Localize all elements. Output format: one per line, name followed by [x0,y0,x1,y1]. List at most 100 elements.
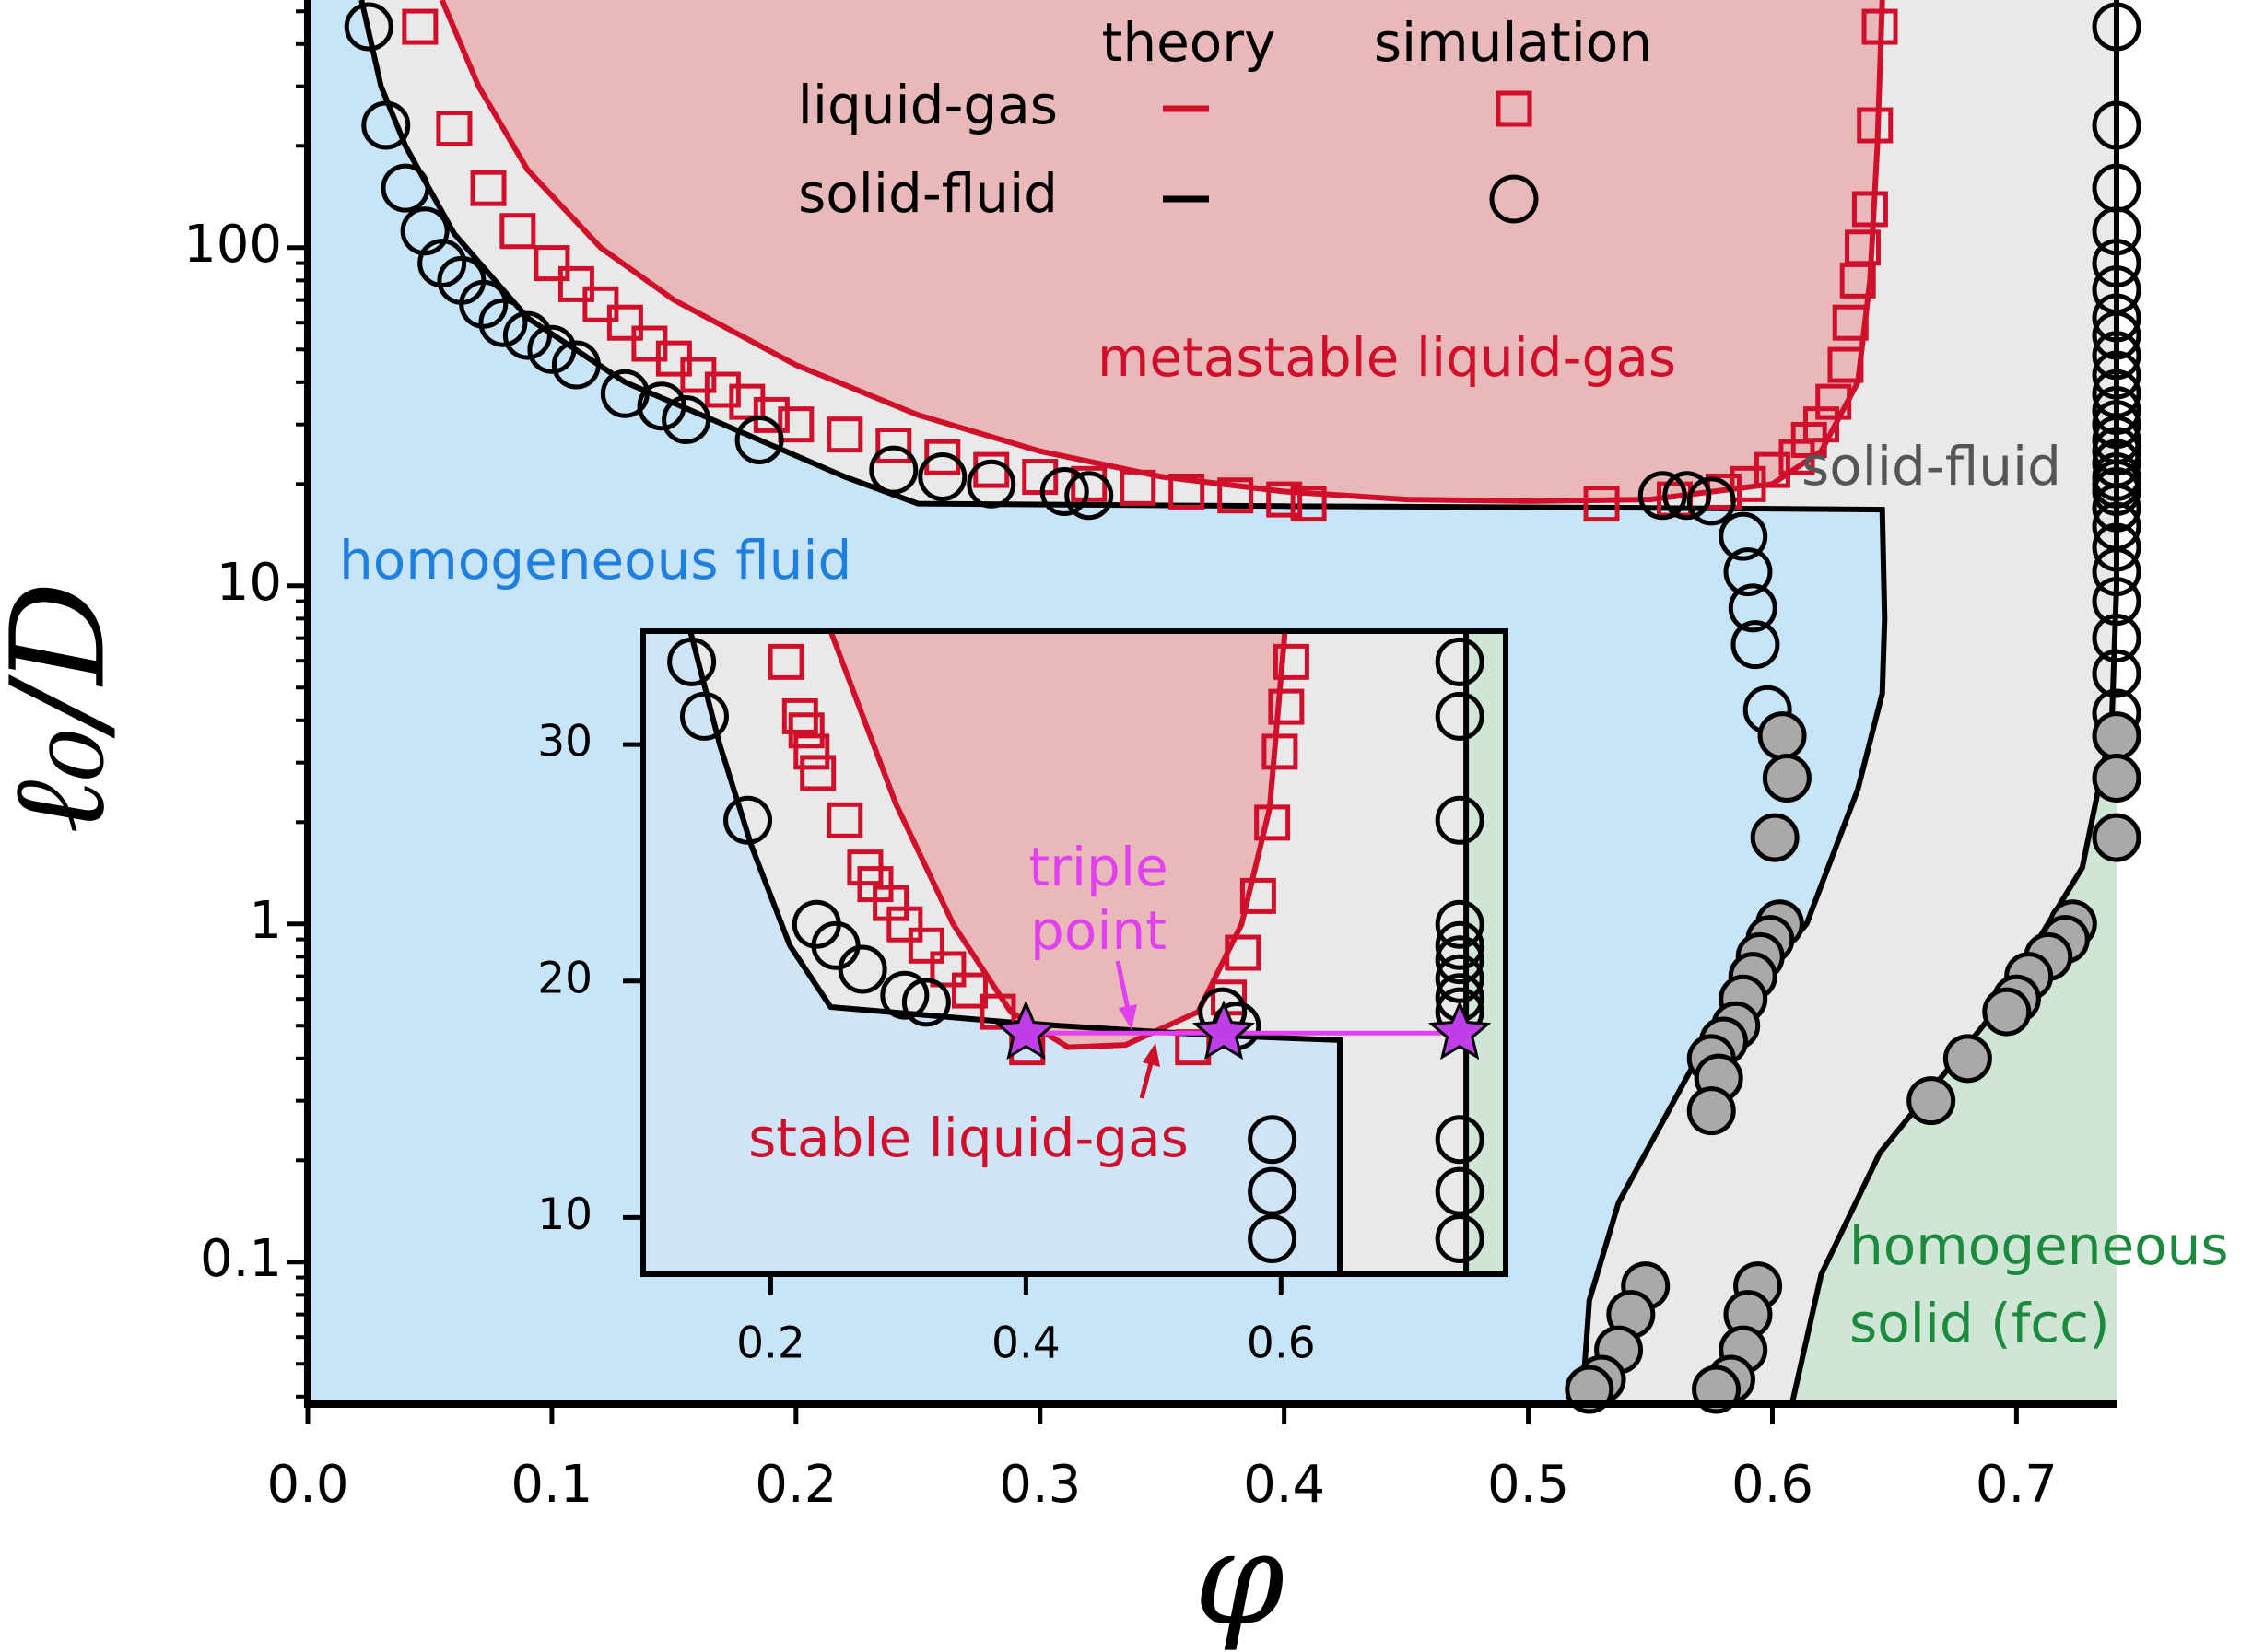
sim-point [344,2,393,52]
y-axis-label: ℓ₀/D [0,581,135,834]
sim-point [778,406,815,443]
sim-point [1728,583,1777,633]
sim-point [924,439,961,475]
sim-point [2092,331,2141,381]
sim-point [723,795,773,845]
sim-point [2092,466,2141,516]
sim-point [880,970,930,1020]
x-tick-label: 0.7 [1976,1455,2058,1515]
sim-point [1719,511,1768,561]
sim-point [527,324,577,374]
theory-line [687,630,1343,1274]
sim-point [800,755,837,791]
sim-point [930,951,967,988]
sim-point [557,265,594,302]
sim-point [662,394,711,444]
sim-point [1942,1034,1992,1084]
sim-point [2092,293,2141,343]
sim-point [1254,804,1291,841]
sim-point [2092,206,2141,256]
sim-point [499,213,536,250]
sim-point [2092,649,2141,698]
sim-point [1168,473,1205,510]
sim-point [1750,813,1800,862]
sim-point [827,802,863,838]
sim-point [1248,1115,1297,1165]
x-tick-label: 0.4 [991,1318,1061,1369]
sim-point [886,906,923,943]
legend-label: liquid-gas [798,74,1058,136]
sim-point [1266,481,1303,518]
legend-symbol [1489,174,1539,224]
x-axis-label: φ [1194,1505,1284,1652]
x-tick-label: 0.6 [1247,1318,1316,1369]
region-label: solid (fcc) [1849,1292,2110,1354]
annotations: theory simulation liquid-gas solid-fluid… [0,11,2229,1652]
sim-point [2092,547,2141,597]
sim-point [1583,486,1620,522]
x-tick-label: 0.0 [266,1455,348,1515]
sim-point [1435,935,1484,985]
legend-header: theory [1102,11,1276,74]
region-label: homogeneous fluid [339,529,851,592]
y-tick-label: 30 [537,717,592,767]
sim-point [1802,406,1839,443]
sim-point [2092,385,2141,435]
sim-point [400,206,450,256]
sim-point [793,733,830,770]
inset-frame [640,628,1508,1277]
sim-point [1762,753,1812,803]
sim-point [838,944,887,994]
sim-point [908,927,944,964]
sim-point [1435,1115,1484,1165]
sim-point [768,643,804,680]
sim-point [1248,1166,1297,1216]
sim-point [1268,688,1305,725]
sim-point [1815,383,1852,420]
sim-point [875,427,912,463]
region-label: metastable liquid-gas [1097,326,1676,389]
sim-point [1225,934,1261,971]
sim-point [967,459,1016,509]
sim-point [1435,1166,1484,1216]
sim-point [1827,346,1864,383]
sim-point [2092,427,2141,476]
sim-point [1832,304,1869,341]
sim-point [2092,350,2141,400]
sim-point [534,245,570,282]
arrow-head [1119,1004,1137,1030]
y-tick-label: 10 [217,553,282,613]
arrow [1115,960,1132,1014]
sim-point [667,637,717,686]
sim-point [1435,691,1484,741]
triple-point [994,1000,1058,1060]
sim-point [1844,229,1881,266]
sim-point [2092,614,2141,663]
sim-point [637,381,686,431]
sim-point [869,445,919,495]
theory-line [827,629,1288,1050]
sim-point [1022,459,1059,496]
x-tick-label: 0.2 [736,1318,805,1369]
sim-point [1723,547,1773,597]
sim-point [2092,400,2141,450]
x-tick-label: 0.3 [999,1455,1081,1515]
sim-point [436,111,473,147]
y-tick-label: 1 [249,891,282,951]
sim-point [478,298,528,347]
sim-point [2092,753,2141,803]
sim-point [2092,239,2141,288]
sim-point [1861,8,1898,45]
arrow-head [1143,1043,1160,1067]
sim-point [704,371,741,408]
sim-point [827,416,863,453]
x-tick-label: 0.1 [510,1455,592,1515]
legend-label: solid-fluid [798,162,1058,225]
sim-point [1239,877,1276,914]
region-solid [1791,0,2117,1404]
region-label: homogeneous [1849,1214,2229,1277]
sim-point [2092,711,2141,761]
sim-point [402,8,439,45]
sim-point [1906,1076,1956,1126]
